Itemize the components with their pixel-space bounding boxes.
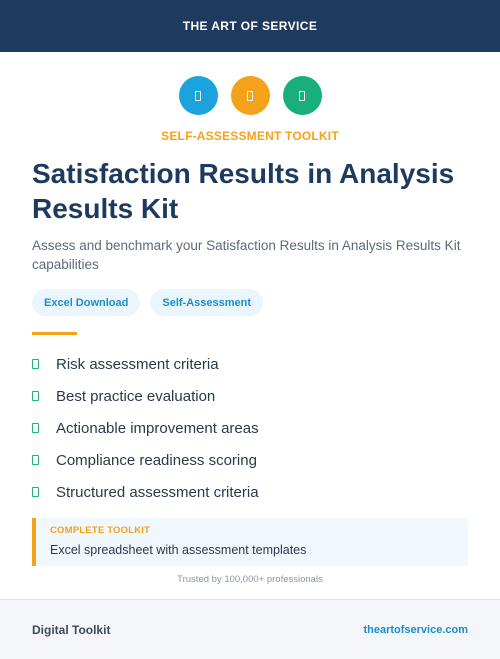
feature-item: Best practice evaluation — [32, 380, 472, 412]
header-bar: THE ART OF SERVICE — [0, 0, 500, 52]
tag-excel-download: Excel Download — [32, 289, 141, 316]
website-link[interactable]: theartofservice.com — [363, 623, 468, 636]
check-icon — [32, 359, 39, 369]
toolkit-callout: COMPLETE TOOLKIT Excel spreadsheet with … — [32, 518, 468, 566]
feature-item: Risk assessment criteria — [32, 348, 472, 380]
checklist-icon — [282, 76, 322, 115]
callout-title: COMPLETE TOOLKIT — [50, 525, 151, 536]
feature-label: Compliance readiness scoring — [56, 451, 257, 469]
brand-title: THE ART OF SERVICE — [182, 19, 318, 33]
feature-list: Risk assessment criteria Best practice e… — [32, 348, 472, 508]
trust-line: Trusted by 100,000+ professionals — [177, 574, 323, 585]
feature-label: Actionable improvement areas — [56, 419, 259, 437]
check-icon — [32, 455, 39, 465]
page-title: Satisfaction Results in Analysis Results… — [32, 158, 455, 224]
feature-item: Compliance readiness scoring — [32, 444, 472, 476]
spreadsheet-icon — [178, 76, 218, 115]
callout-text: Excel spreadsheet with assessment templa… — [50, 543, 307, 557]
check-icon — [32, 391, 39, 401]
feature-label: Structured assessment criteria — [56, 483, 259, 501]
feature-label: Best practice evaluation — [56, 387, 216, 405]
clipboard-icon — [230, 76, 270, 115]
accent-divider — [32, 332, 77, 335]
icon-row — [0, 76, 500, 115]
check-icon — [32, 487, 39, 497]
feature-item: Actionable improvement areas — [32, 412, 472, 444]
footer-bar: Digital Toolkit theartofservice.com — [0, 599, 500, 659]
feature-label: Risk assessment criteria — [56, 355, 219, 373]
tag-list: Excel Download Self-Assessment — [32, 289, 264, 316]
page-subtitle: Assess and benchmark your Satisfaction R… — [32, 238, 461, 272]
feature-item: Structured assessment criteria — [32, 476, 472, 508]
toolkit-eyebrow: SELF-ASSESSMENT TOOLKIT — [161, 129, 339, 143]
tag-self-assessment: Self-Assessment — [150, 289, 264, 316]
check-icon — [32, 423, 39, 433]
footer-label: Digital Toolkit — [32, 622, 111, 637]
